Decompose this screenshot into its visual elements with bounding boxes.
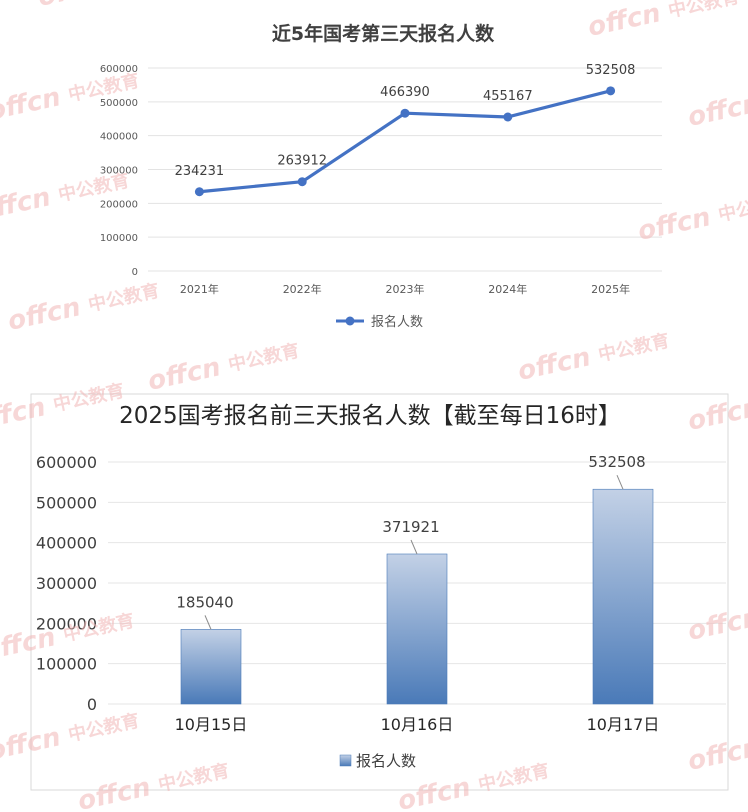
chart-title: 2025国考报名前三天报名人数【截至每日16时】 bbox=[119, 403, 621, 429]
y-tick-label: 600000 bbox=[36, 453, 97, 472]
bar bbox=[386, 553, 448, 705]
label-leader bbox=[616, 475, 624, 490]
x-tick-label: 10月16日 bbox=[381, 715, 454, 734]
y-tick-label: 300000 bbox=[36, 574, 97, 593]
data-point bbox=[503, 112, 513, 122]
y-tick-label: 100000 bbox=[36, 655, 97, 674]
bar bbox=[180, 629, 242, 705]
y-tick-label: 0 bbox=[87, 695, 97, 714]
data-label: 532508 bbox=[586, 63, 636, 78]
bar bbox=[592, 488, 654, 705]
data-point bbox=[194, 187, 204, 197]
data-point bbox=[606, 86, 616, 96]
x-tick-label: 2022年 bbox=[283, 282, 322, 296]
chart-title: 近5年国考第三天报名人数 bbox=[272, 22, 495, 45]
x-tick-label: 2025年 bbox=[591, 282, 630, 296]
y-tick-label: 100000 bbox=[100, 233, 138, 244]
data-label: 532508 bbox=[588, 453, 645, 471]
y-tick-label: 300000 bbox=[100, 166, 138, 177]
legend: 报名人数 bbox=[339, 752, 416, 770]
data-label: 455167 bbox=[483, 89, 533, 104]
y-tick-label: 200000 bbox=[100, 199, 138, 210]
series-line bbox=[199, 89, 611, 194]
legend-label: 报名人数 bbox=[356, 752, 416, 770]
line-chart: 近5年国考第三天报名人数 600000 500000 400000 300000 200… bbox=[100, 22, 662, 330]
data-point bbox=[297, 177, 307, 187]
y-tick-label: 600000 bbox=[100, 64, 138, 75]
y-tick-label: 400000 bbox=[36, 534, 97, 553]
y-tick-label: 200000 bbox=[36, 614, 97, 633]
y-tick-label: 500000 bbox=[36, 493, 97, 512]
legend-label: 报名人数 bbox=[371, 314, 423, 330]
y-tick-label: 400000 bbox=[100, 132, 138, 143]
y-tick-label: 0 bbox=[132, 267, 138, 278]
legend: 报名人数 bbox=[336, 314, 423, 330]
label-leader bbox=[410, 539, 418, 555]
data-label: 371921 bbox=[382, 518, 439, 536]
bar-chart: 2025国考报名前三天报名人数【截至每日16时】 600000 500000 400… bbox=[30, 393, 729, 791]
label-leader bbox=[204, 615, 212, 630]
x-tick-label: 10月17日 bbox=[587, 715, 660, 734]
data-label: 234231 bbox=[175, 164, 225, 179]
data-label: 185040 bbox=[176, 593, 233, 611]
x-tick-label: 2024年 bbox=[488, 282, 527, 296]
x-tick-label: 2021年 bbox=[180, 282, 219, 296]
data-label: 466390 bbox=[380, 85, 430, 100]
x-tick-label: 2023年 bbox=[386, 282, 425, 296]
data-label: 263912 bbox=[277, 154, 327, 169]
x-tick-label: 10月15日 bbox=[175, 715, 248, 734]
data-point bbox=[400, 108, 410, 118]
y-tick-label: 500000 bbox=[100, 98, 138, 109]
